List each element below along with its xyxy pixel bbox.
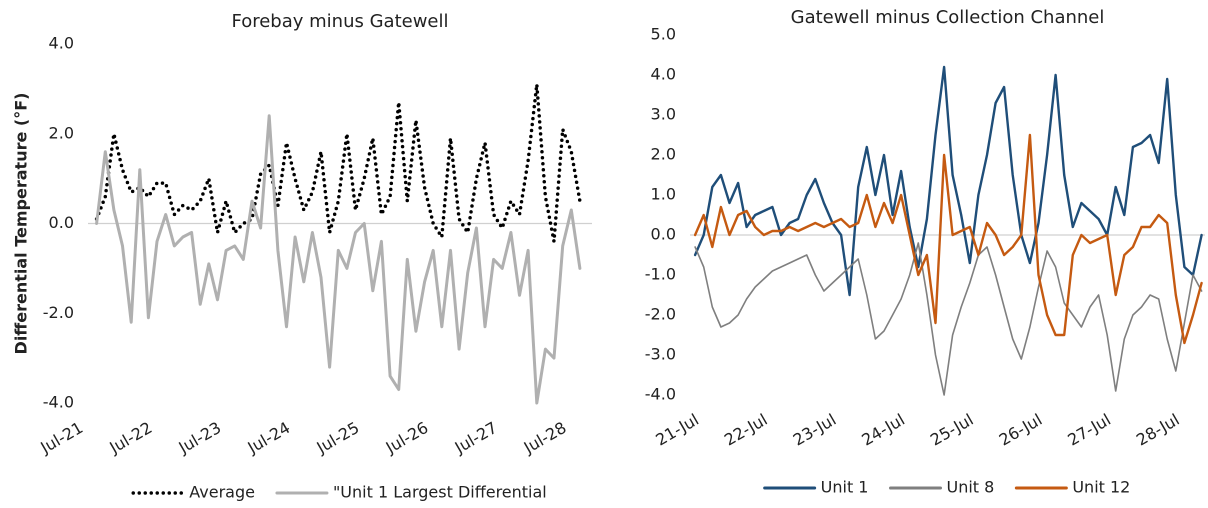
y-tick-label: 2.0 (49, 123, 74, 142)
x-tick-label: Jul-23 (175, 418, 225, 458)
data-line (693, 65, 1203, 297)
y-tick-label: -2.0 (645, 305, 676, 324)
data-line (95, 114, 582, 405)
x-tick-label: Jul-21 (37, 418, 87, 458)
y-tick-label: 1.0 (651, 185, 676, 204)
legend-label: Unit 8 (946, 478, 994, 497)
y-tick-label: -1.0 (645, 265, 676, 284)
x-tick-label: Jul-27 (451, 418, 501, 458)
y-tick-label: 4.0 (49, 34, 74, 53)
x-tick-label: 23-Jul (790, 410, 840, 450)
x-tick-label: 27-Jul (1064, 410, 1114, 450)
y-tick-label: 5.0 (651, 25, 676, 44)
y-tick-label: -4.0 (645, 385, 676, 404)
legend-label: Unit 12 (1072, 478, 1130, 497)
chart-title: Forebay minus Gatewell (232, 11, 449, 32)
x-tick-label: 21-Jul (652, 410, 702, 450)
x-tick-label: Jul-24 (244, 418, 294, 458)
y-tick-label: 2.0 (651, 145, 676, 164)
y-axis-label: Differential Temperature (°F) (12, 93, 31, 355)
x-tick-label: Jul-22 (106, 418, 156, 458)
legend-label: Average (189, 483, 255, 502)
y-tick-label: 4.0 (651, 65, 676, 84)
x-tick-label: 26-Jul (996, 410, 1046, 450)
x-tick-label: 25-Jul (927, 410, 977, 450)
x-tick-label: Jul-26 (382, 418, 432, 458)
y-tick-label: 0.0 (651, 225, 676, 244)
chart-title: Gatewell minus Collection Channel (791, 7, 1105, 28)
y-tick-label: 3.0 (651, 105, 676, 124)
x-tick-label: 22-Jul (721, 410, 771, 450)
legend-label: "Unit 1 Largest Differential (333, 483, 547, 502)
data-line (693, 133, 1203, 345)
x-tick-label: Jul-25 (313, 418, 363, 458)
y-tick-label: -4.0 (43, 393, 74, 412)
legend: Average "Unit 1 Largest Differential (131, 483, 547, 502)
legend: Unit 1 Unit 8 Unit 12 (763, 478, 1130, 497)
data-line (94, 82, 582, 244)
legend-label: Unit 1 (821, 478, 869, 497)
x-tick-label: 28-Jul (1133, 410, 1183, 450)
data-line (694, 242, 1203, 396)
y-tick-label: -2.0 (43, 303, 74, 322)
x-tick-label: Jul-28 (520, 418, 570, 458)
y-tick-label: -3.0 (645, 345, 676, 364)
y-tick-label: 0.0 (49, 213, 74, 232)
x-tick-label: 24-Jul (858, 410, 908, 450)
